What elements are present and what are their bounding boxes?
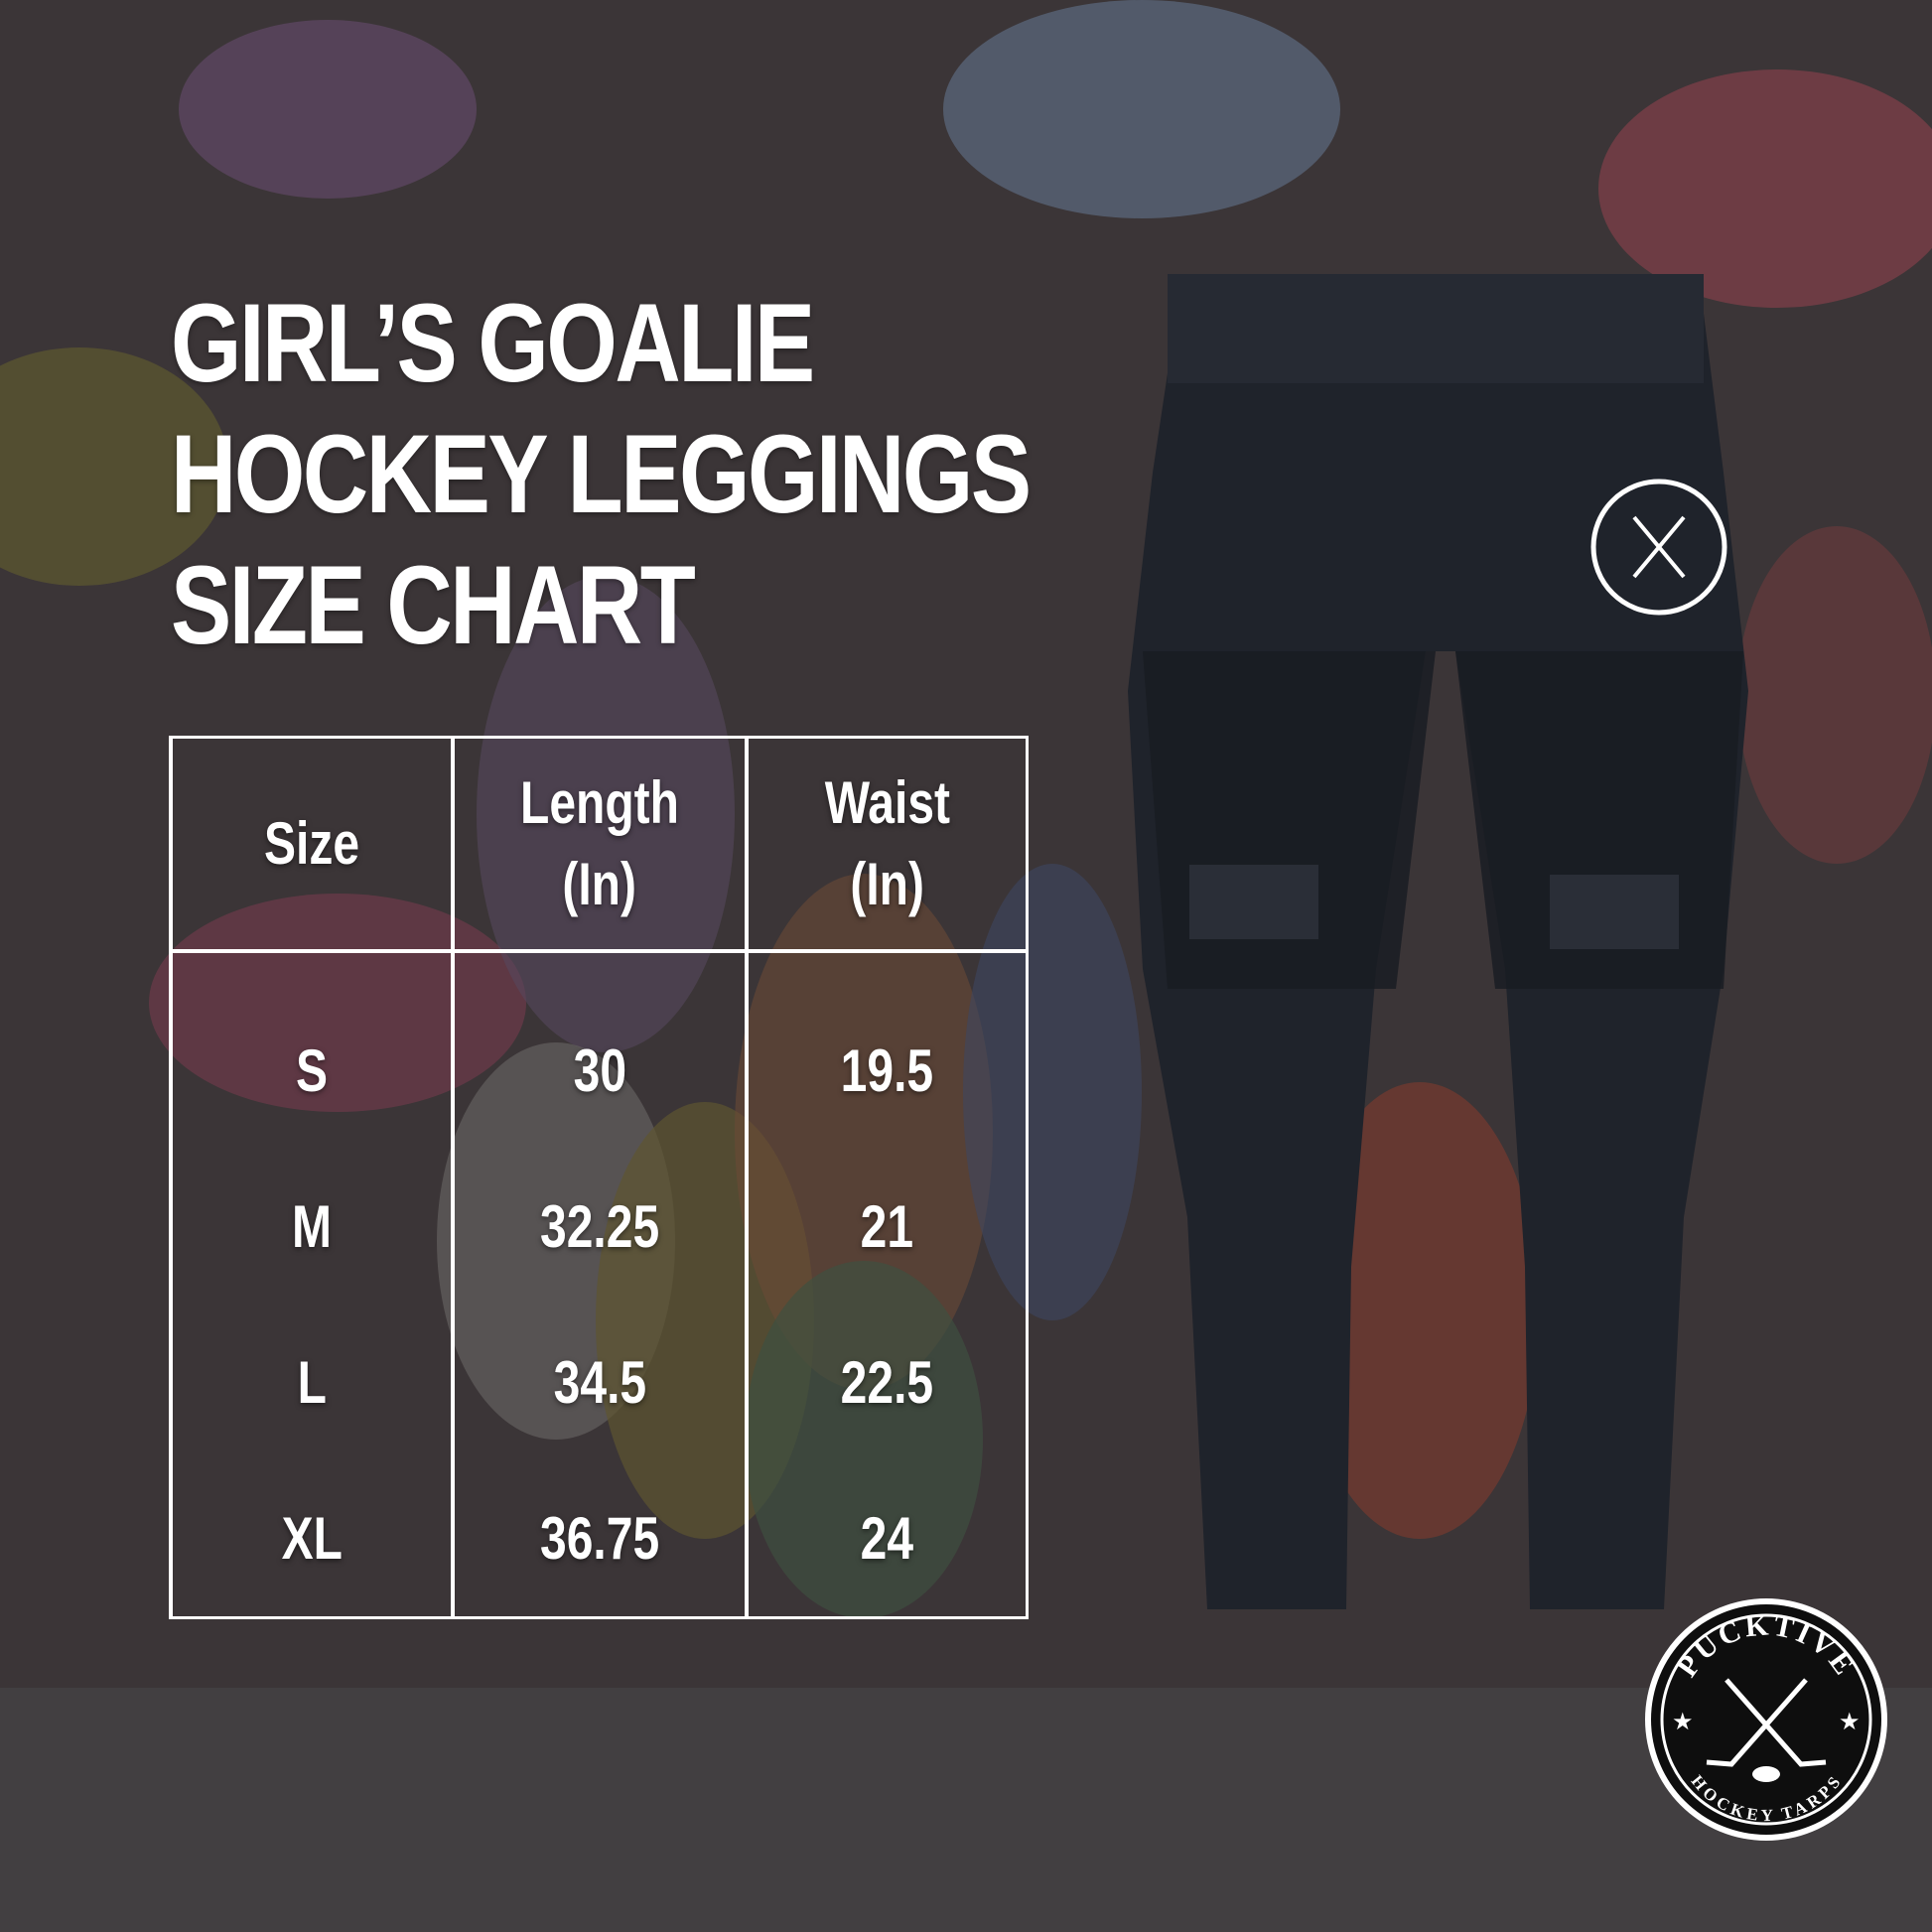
waist-cell: 21 [745, 1149, 1028, 1305]
svg-text:★: ★ [1839, 1709, 1861, 1735]
table-row: S 30 19.5 [169, 951, 1028, 1149]
table-header-row: Size Length (In) Waist (In) [169, 737, 1028, 953]
title-line: HOCKEY LEGGINGS [171, 412, 1032, 536]
title-line: GIRL’S GOALIE [171, 281, 815, 405]
length-cell: 36.75 [451, 1460, 747, 1618]
table-row: M 32.25 21 [169, 1149, 1028, 1305]
size-cell: L [169, 1305, 453, 1460]
size-cell: XL [169, 1460, 453, 1618]
header-size: Size [169, 737, 453, 953]
size-cell: M [169, 1149, 453, 1305]
waist-cell: 19.5 [745, 951, 1028, 1149]
leggings-product-image [1128, 274, 1748, 1609]
length-cell: 30 [451, 951, 747, 1149]
pucktive-logo: PUCKTIVE HOCKEY TARPS ★ ★ [1645, 1598, 1887, 1841]
title-line: SIZE CHART [171, 543, 696, 667]
page-title: GIRL’S GOALIE HOCKEY LEGGINGS SIZE CHART [171, 278, 1032, 671]
length-cell: 34.5 [451, 1305, 747, 1460]
svg-text:★: ★ [1672, 1709, 1694, 1735]
waist-cell: 24 [745, 1460, 1028, 1618]
header-length: Length (In) [451, 737, 747, 953]
header-waist: Waist (In) [745, 737, 1028, 953]
length-cell: 32.25 [451, 1149, 747, 1305]
table-row: L 34.5 22.5 [169, 1305, 1028, 1460]
waist-cell: 22.5 [745, 1305, 1028, 1460]
size-chart-table: Size Length (In) Waist (In) S 30 19.5 M 32… [169, 736, 1029, 1619]
size-cell: S [169, 951, 453, 1149]
table-row: XL 36.75 24 [169, 1460, 1028, 1618]
